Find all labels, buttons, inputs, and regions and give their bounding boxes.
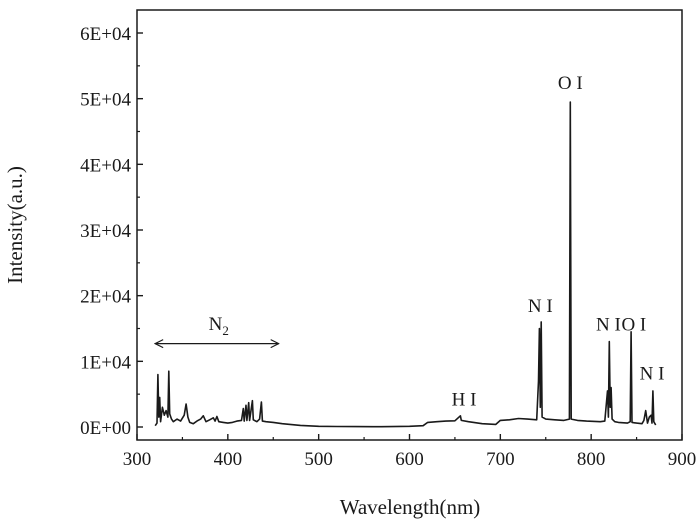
spectrum-line bbox=[154, 101, 657, 428]
x-tick-label: 300 bbox=[123, 449, 152, 470]
n2-label-base: N bbox=[209, 314, 223, 335]
n2-label: N2 bbox=[209, 314, 229, 338]
y-axis-ticks: 0E+00 1E+04 2E+04 3E+04 4E+04 5E+04 6E+04 bbox=[80, 24, 143, 439]
peak-label: O I bbox=[558, 73, 583, 94]
x-tick-label: 400 bbox=[214, 449, 243, 470]
peak-label: N I bbox=[596, 314, 621, 335]
peak-label: H I bbox=[452, 389, 477, 410]
x-tick-label: 800 bbox=[577, 449, 606, 470]
y-tick-label: 2E+04 bbox=[80, 287, 131, 308]
n2-label-subscript: 2 bbox=[222, 323, 229, 338]
x-tick-label: 900 bbox=[668, 449, 697, 470]
peak-label: O I bbox=[621, 314, 646, 335]
plot-frame bbox=[136, 9, 683, 441]
peak-label: N I bbox=[528, 296, 553, 317]
y-tick-label: 1E+04 bbox=[80, 352, 131, 373]
y-tick-label: 5E+04 bbox=[80, 90, 131, 111]
y-tick-label: 0E+00 bbox=[80, 418, 131, 439]
x-tick-label: 500 bbox=[304, 449, 333, 470]
y-axis-title: Intensity(a.u.) bbox=[3, 166, 27, 284]
x-axis-title: Wavelength(nm) bbox=[340, 495, 481, 519]
y-tick-label: 3E+04 bbox=[80, 221, 131, 242]
y-tick-label: 6E+04 bbox=[80, 24, 131, 45]
x-tick-label: 600 bbox=[395, 449, 424, 470]
y-tick-label: 4E+04 bbox=[80, 155, 131, 176]
x-axis-ticks: 300 400 500 600 700 800 900 bbox=[123, 434, 697, 470]
x-tick-label: 700 bbox=[486, 449, 515, 470]
peak-label: N I bbox=[640, 364, 665, 385]
